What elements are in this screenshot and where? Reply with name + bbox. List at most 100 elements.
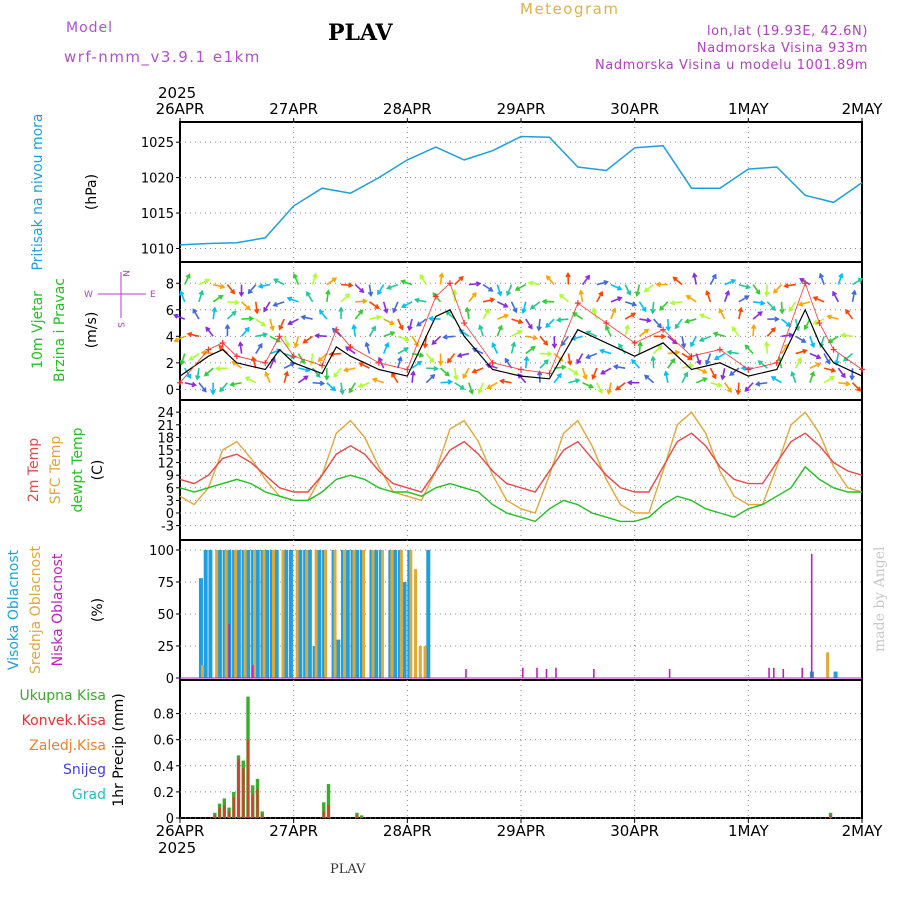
wind-arrow xyxy=(610,296,622,303)
y-tick-label-precipitation: 0 xyxy=(166,812,174,827)
wind-arrow xyxy=(579,290,584,302)
wind-arrow-head xyxy=(342,367,349,373)
wind-arrow xyxy=(780,344,789,355)
wind-arrow xyxy=(729,367,740,376)
cloud-bar-1 xyxy=(243,550,247,678)
wind-arrow xyxy=(504,358,513,369)
pressure-unit-0: (hPa) xyxy=(84,174,100,210)
rain-bar-1 xyxy=(251,794,254,818)
wind-arrow xyxy=(706,291,712,303)
wind-arrow xyxy=(709,367,717,379)
wind-arrow xyxy=(852,278,863,286)
wind-arrow-head xyxy=(283,370,290,377)
precip-legend-2: Zaledj.Kisa xyxy=(29,738,106,754)
wind-arrow-head xyxy=(660,333,667,340)
wind-arrow-head xyxy=(437,360,444,367)
wind-arrow xyxy=(174,335,186,342)
wind-arrow-head xyxy=(674,349,681,356)
wind-arrow-head xyxy=(203,371,210,377)
wind-arrow-head xyxy=(812,319,819,325)
wind-arrow xyxy=(454,276,464,286)
wind-arrow-head xyxy=(186,373,192,380)
wind-arrow-head xyxy=(745,284,751,290)
wind-arrow xyxy=(298,367,310,372)
wind-arrow xyxy=(439,273,443,285)
wind-arrow xyxy=(843,352,854,362)
wind-arrow-head xyxy=(585,274,591,280)
wind-arrow-head xyxy=(565,272,571,278)
wind-arrow-head xyxy=(247,288,253,295)
wind-arrow-head xyxy=(698,313,705,319)
wind-arrow-head xyxy=(637,341,643,347)
wind-arrow-head xyxy=(491,342,497,348)
cloud-bar-0 xyxy=(236,550,241,678)
wind-arrow-head xyxy=(386,284,392,290)
wind-arrow xyxy=(671,301,683,304)
wind-arrow-head xyxy=(413,297,420,304)
wind-arrow xyxy=(681,372,688,384)
cloud-bar-0 xyxy=(284,550,289,678)
wind-arrow xyxy=(439,367,450,377)
wind-arrow xyxy=(387,283,399,290)
wind-arrow xyxy=(592,308,598,320)
model-elevation-label: Nadmorska Visina u modelu 1001.89m xyxy=(594,58,868,73)
wind-arrow xyxy=(369,316,381,320)
wind-arrow-head xyxy=(319,380,326,387)
wind-arrow-head xyxy=(683,371,689,378)
rain-bar-1 xyxy=(327,804,330,818)
wind-arrow xyxy=(432,292,442,303)
wind-arrow xyxy=(368,284,372,296)
wind-arrow xyxy=(515,283,527,291)
wind-arrow xyxy=(359,362,370,369)
cloud-bar-0 xyxy=(288,550,293,678)
rain-bar-1 xyxy=(246,739,250,818)
lonlat-label: lon,lat (19.93E, 42.6N) xyxy=(706,24,868,39)
wind-arrow-head xyxy=(840,332,846,339)
wind-arrow-head xyxy=(186,331,193,338)
wind-arrow-head xyxy=(488,286,494,292)
wind-arrow xyxy=(263,301,271,312)
wind-arrow xyxy=(537,318,541,331)
wind-arrow xyxy=(274,278,285,286)
wind-arrow-head xyxy=(485,363,491,369)
wind-arrow xyxy=(525,318,533,329)
wind-arrow-head xyxy=(750,323,757,330)
y-tick-label-precipitation: 0.4 xyxy=(153,760,174,775)
wind-arrow-head xyxy=(576,359,582,365)
cloud-bar-1 xyxy=(380,550,384,678)
wind-arrow-head xyxy=(555,317,562,323)
wind-arrow-head xyxy=(230,289,236,295)
wind-arrow xyxy=(401,301,413,308)
wind-arrow xyxy=(377,284,385,295)
wind-arrow-head xyxy=(845,380,851,387)
wind-arrow-head xyxy=(456,352,463,359)
wind-arrow-head xyxy=(692,272,698,278)
wind-arrow-head xyxy=(842,356,849,362)
wind-arrow xyxy=(293,274,300,285)
wind-arrow-head xyxy=(788,332,794,338)
cloud-bar-1 xyxy=(352,550,356,678)
wind-arrow-head xyxy=(711,273,717,279)
wind-arrow xyxy=(644,283,655,292)
wind-arrow-head xyxy=(244,326,250,332)
wind-arrow xyxy=(681,364,693,369)
wind-arrow xyxy=(700,313,711,320)
wind-arrow xyxy=(372,378,384,384)
wind-arrow-head xyxy=(416,360,423,366)
wind-arrow xyxy=(497,314,508,320)
wind-arrow-head xyxy=(763,341,770,347)
wind-arrow xyxy=(851,382,861,392)
wind-arrow xyxy=(212,283,225,288)
wind-arrow-head xyxy=(832,290,837,297)
wind-arrow-head xyxy=(799,278,805,283)
wind-arrow xyxy=(482,309,490,320)
wind-arrow xyxy=(799,301,811,306)
wind-arrow-head xyxy=(818,272,824,279)
compass-w: W xyxy=(84,290,93,300)
wind-arrow xyxy=(354,284,364,293)
wind-arrow-head xyxy=(611,307,617,313)
wind-arrow-head xyxy=(305,367,311,373)
cloud-bar-2 xyxy=(801,667,804,678)
wind-arrow xyxy=(491,343,499,354)
top-tick-label: 28APR xyxy=(383,100,432,118)
